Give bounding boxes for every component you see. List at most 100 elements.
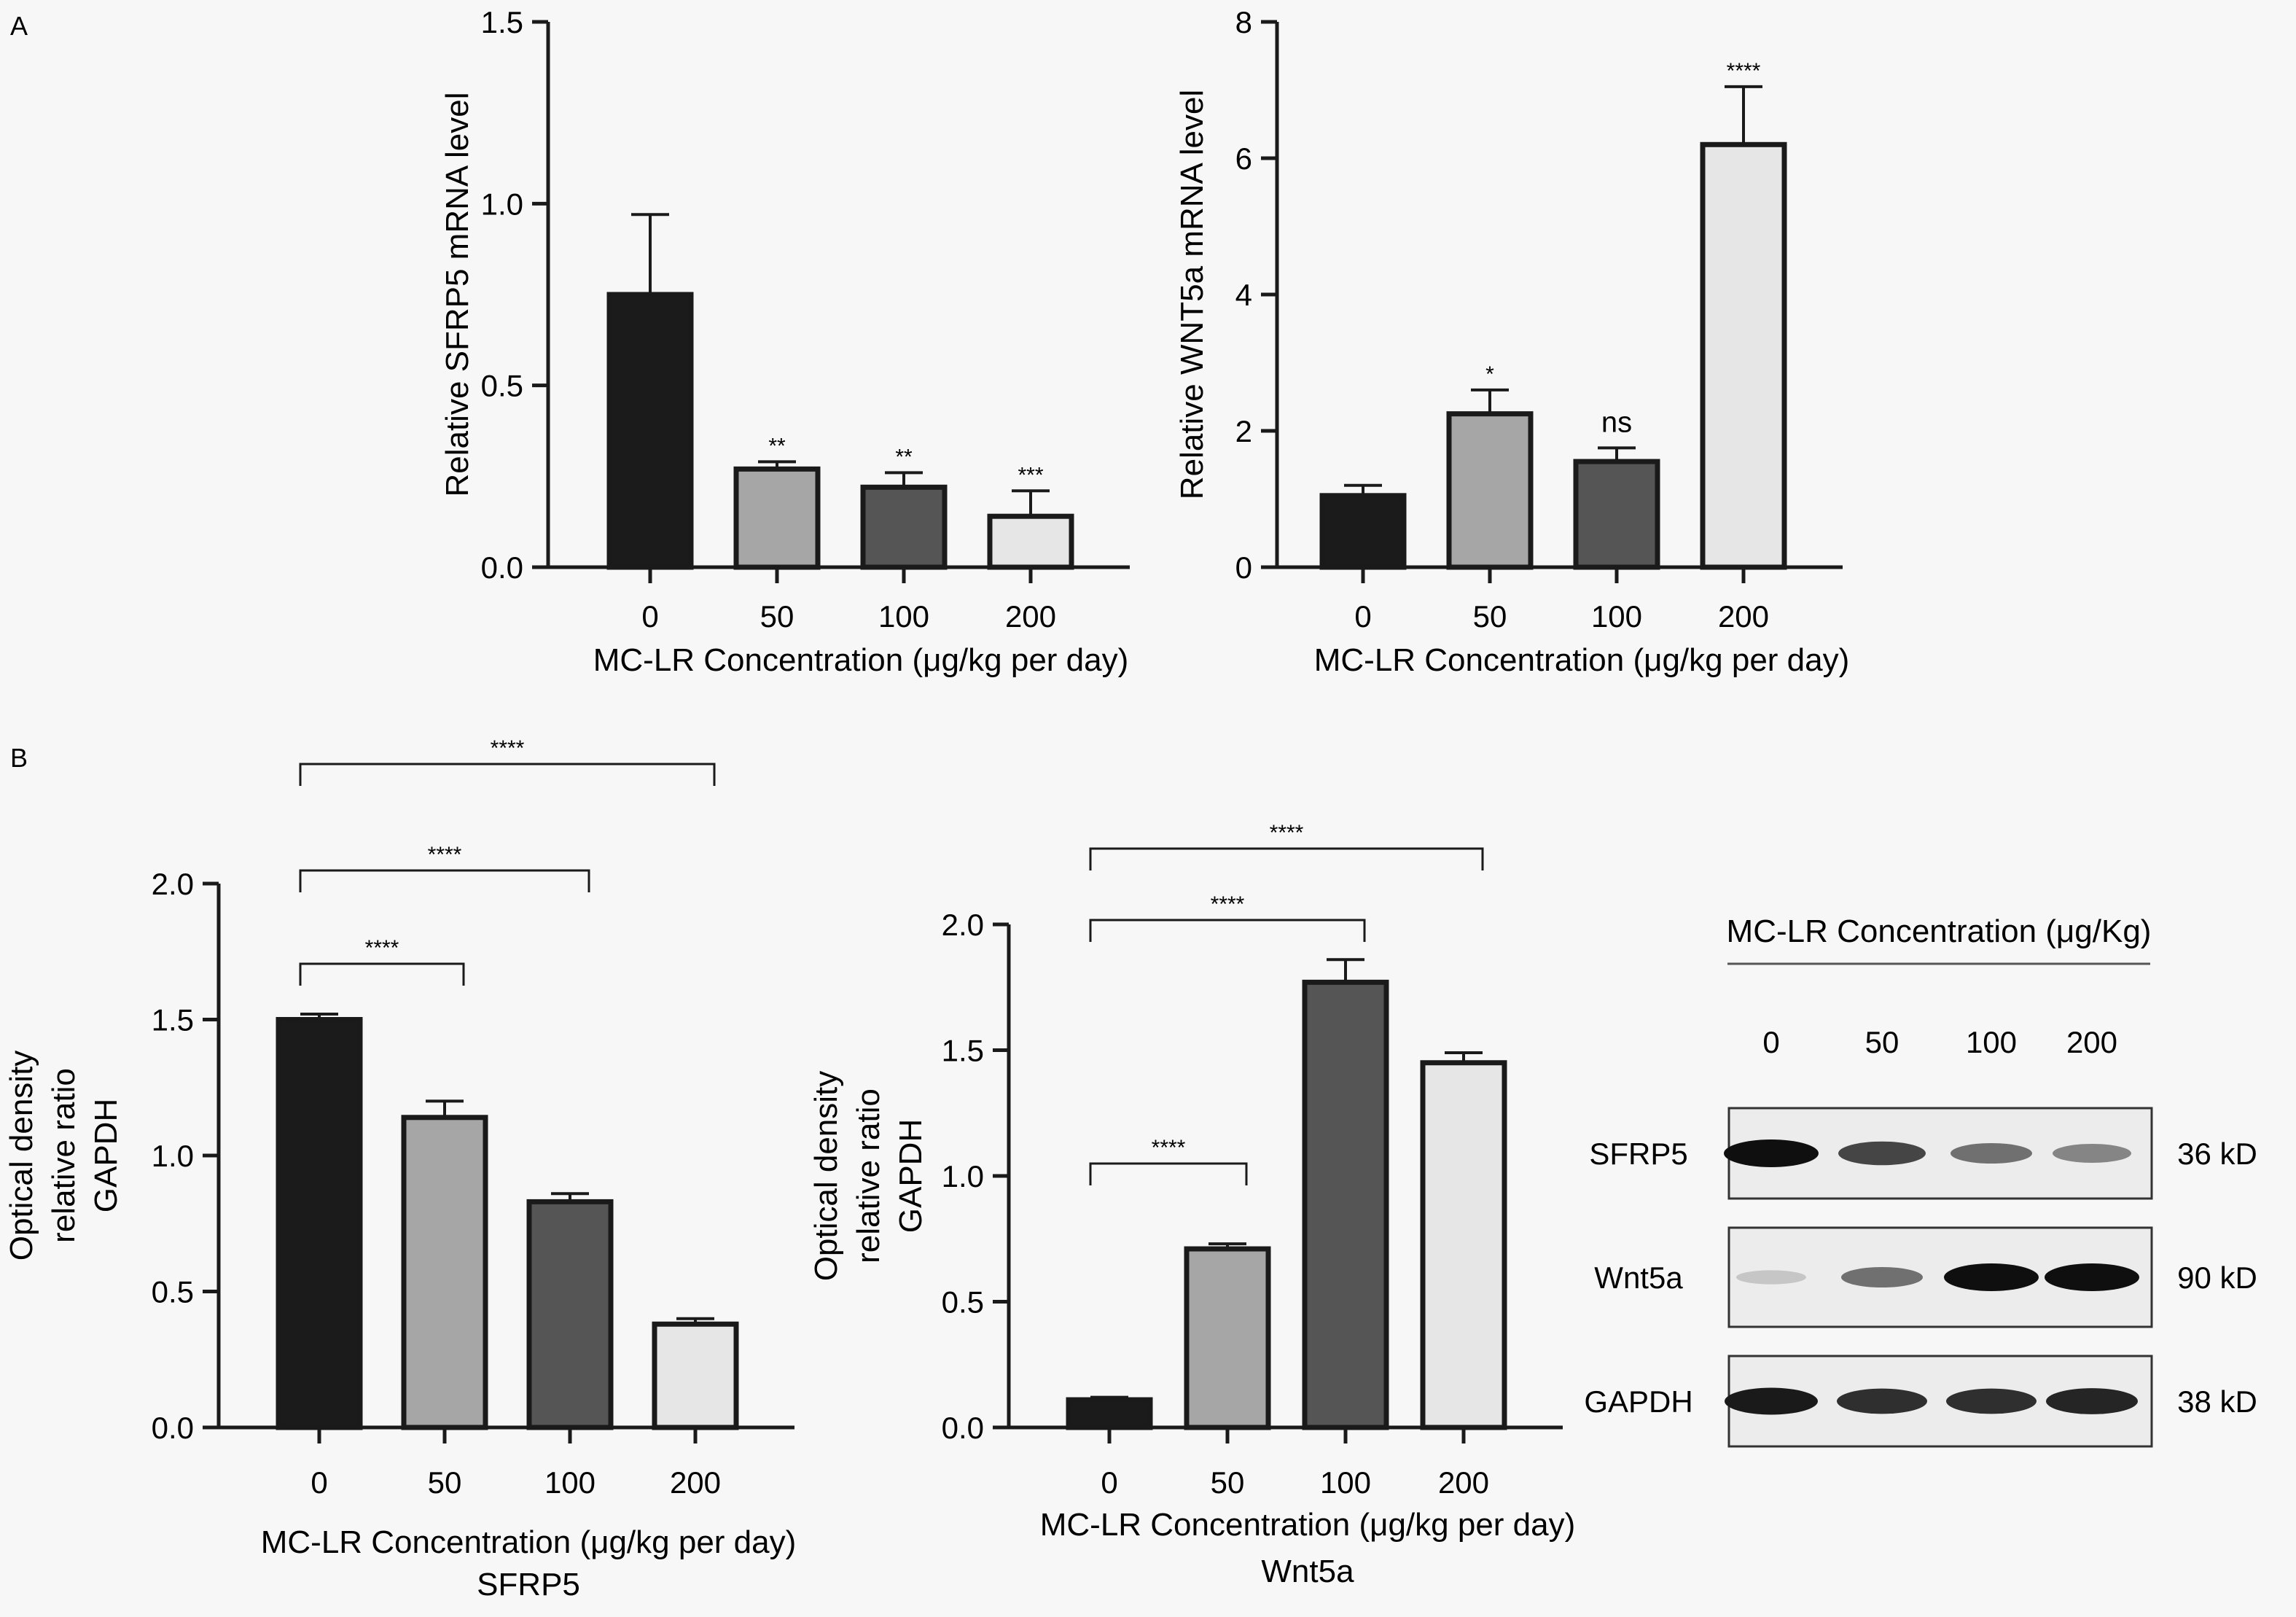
- significance-label: ****: [1727, 59, 1761, 83]
- x-tick-label: 100: [544, 1465, 596, 1500]
- y-tick-label: 0.0: [942, 1411, 984, 1445]
- significance-label: **: [768, 434, 786, 458]
- y-axis-title: Optical density: [808, 1071, 844, 1282]
- x-tick-label: 0: [1101, 1465, 1117, 1500]
- y-axis-title: Relative WNT5a mRNA level: [1174, 90, 1210, 499]
- blot-lane-label: 50: [1865, 1025, 1899, 1059]
- y-axis-title: relative ratio: [46, 1068, 82, 1243]
- x-tick-label: 200: [670, 1465, 721, 1500]
- bar: [1066, 1397, 1153, 1430]
- bracket-significance-label: ****: [1270, 821, 1304, 845]
- bracket-significance-label: ****: [1152, 1136, 1186, 1160]
- y-axis-title: relative ratio: [851, 1088, 886, 1263]
- blot-band: [2046, 1388, 2138, 1414]
- blot-size-label: 36 kD: [2177, 1137, 2257, 1171]
- x-tick-label: 50: [760, 599, 794, 634]
- blot-size-label: 90 kD: [2177, 1261, 2257, 1295]
- blot-band: [1838, 1141, 1926, 1166]
- blot-band: [2045, 1263, 2139, 1291]
- x-tick-label: 100: [1591, 599, 1642, 634]
- x-tick-label: 200: [1005, 599, 1056, 634]
- y-axis-title: GAPDH: [893, 1119, 929, 1233]
- bar: [276, 1017, 363, 1430]
- x-axis-subtitle: Wnt5a: [1261, 1554, 1354, 1589]
- x-axis-title: MC-LR Concentration (μg/kg per day): [1314, 642, 1850, 678]
- y-axis-title: GAPDH: [88, 1099, 124, 1212]
- bar: [606, 292, 694, 570]
- western-blot: MC-LR Concentration (μg/Kg) 0 50 100 200 SFR…: [1584, 913, 2257, 1448]
- x-tick-label: 50: [428, 1465, 462, 1500]
- x-axis-title: MC-LR Concentration (μg/kg per day): [261, 1524, 797, 1560]
- significance-label: ns: [1601, 406, 1632, 438]
- y-tick-label: 0: [1235, 550, 1252, 585]
- x-tick-label: 50: [1473, 599, 1507, 634]
- blot-protein-label: GAPDH: [1584, 1384, 1692, 1419]
- bar: [1319, 493, 1407, 570]
- blot-header: MC-LR Concentration (μg/Kg): [1727, 913, 2152, 949]
- y-tick-label: 2: [1235, 414, 1252, 448]
- y-tick-label: 1.5: [942, 1034, 984, 1068]
- y-tick-label: 1.0: [152, 1139, 194, 1173]
- comparison-bracket: [1089, 847, 1484, 870]
- blot-band: [1837, 1388, 1927, 1414]
- comparison-bracket: [299, 962, 465, 986]
- x-tick-label: 0: [1354, 599, 1371, 634]
- bar: [1184, 1246, 1271, 1430]
- significance-label: *: [1485, 362, 1494, 386]
- blot-lane-label: 100: [1966, 1025, 2017, 1059]
- blot-band: [1944, 1263, 2039, 1291]
- blot-lane-label: 200: [2066, 1025, 2117, 1059]
- bar: [401, 1115, 488, 1430]
- y-tick-label: 0.0: [481, 550, 523, 585]
- y-tick-label: 1.0: [481, 187, 523, 221]
- y-tick-label: 1.5: [152, 1003, 194, 1037]
- significance-label: ***: [1018, 463, 1043, 487]
- bar: [1700, 141, 1787, 570]
- comparison-bracket: [1089, 919, 1366, 942]
- y-tick-label: 6: [1235, 141, 1252, 176]
- bar: [1573, 459, 1660, 570]
- blot-band: [1951, 1142, 2032, 1164]
- bracket-significance-label: ****: [428, 843, 462, 867]
- x-tick-label: 0: [641, 599, 658, 634]
- blot-protein-label: SFRP5: [1589, 1137, 1687, 1171]
- chart-wnt5a-optical-density: 0.0 0.5 1.0 1.5 2.0 0 50 100 200 **** **** **** MC-L…: [808, 821, 1575, 1589]
- bracket-significance-label: ****: [365, 936, 399, 960]
- x-tick-label: 0: [311, 1465, 327, 1500]
- blot-band: [1736, 1270, 1806, 1285]
- blot-protein-label: Wnt5a: [1594, 1261, 1683, 1295]
- x-axis-title: MC-LR Concentration (μg/kg per day): [593, 642, 1129, 678]
- y-tick-label: 0.0: [152, 1411, 194, 1445]
- chart-sfrp5-optical-density: 0.0 0.5 1.0 1.5 2.0 0 50 100 200 **** **** **** MC-L…: [4, 736, 796, 1602]
- y-tick-label: 0.5: [942, 1285, 984, 1320]
- y-axis-title: Relative SFRP5 mRNA level: [440, 92, 475, 496]
- y-tick-label: 4: [1235, 278, 1252, 312]
- blot-band: [1946, 1388, 2037, 1414]
- x-tick-label: 100: [878, 599, 929, 634]
- x-axis-title: MC-LR Concentration (μg/kg per day): [1040, 1507, 1576, 1543]
- bar: [733, 466, 821, 570]
- bar: [1446, 411, 1534, 570]
- blot-lane-label: 0: [1762, 1025, 1779, 1059]
- chart-wnt5a-mrna: 0 2 4 6 8 0 50 100 200 * ns **** MC-LR Concentration…: [1174, 5, 1849, 678]
- panel-letter-a: A: [10, 11, 28, 41]
- bar: [526, 1199, 614, 1430]
- y-tick-label: 1.0: [942, 1159, 984, 1193]
- bar: [860, 484, 948, 570]
- bracket-significance-label: ****: [1211, 892, 1245, 916]
- bar: [1302, 979, 1389, 1430]
- blot-band: [1841, 1266, 1923, 1288]
- x-tick-label: 100: [1320, 1465, 1371, 1500]
- comparison-bracket: [299, 763, 716, 786]
- panel-letter-b: B: [10, 743, 28, 773]
- chart-sfrp5-mrna: 0.00.51.01.50 50 100 200** *****MC-LR Concen…: [440, 5, 1130, 678]
- y-tick-label: 8: [1235, 5, 1252, 39]
- blot-band: [1724, 1139, 1819, 1167]
- blot-band: [2053, 1144, 2131, 1163]
- comparison-bracket: [1089, 1162, 1248, 1185]
- y-tick-label: 0.5: [152, 1275, 194, 1309]
- bar: [652, 1321, 739, 1430]
- bracket-significance-label: ****: [491, 736, 525, 760]
- x-tick-label: 200: [1438, 1465, 1489, 1500]
